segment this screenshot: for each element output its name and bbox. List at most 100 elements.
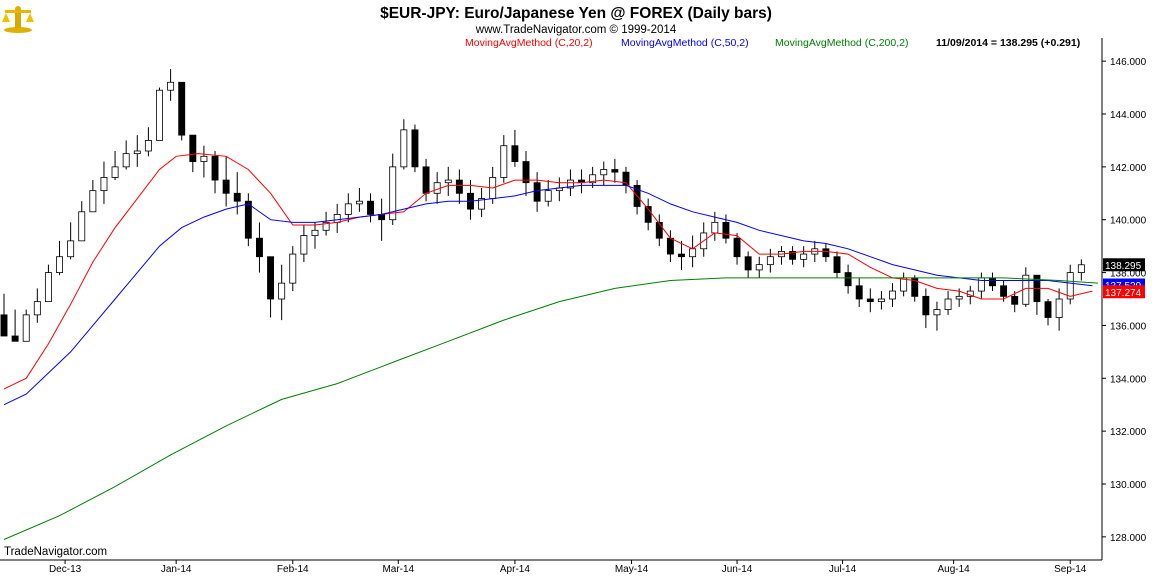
- candle-body: [411, 129, 419, 168]
- candle: [989, 272, 996, 292]
- candle-body: [355, 200, 363, 205]
- candle-body: [167, 81, 175, 91]
- candle-body: [400, 129, 408, 168]
- candle-body: [1011, 295, 1019, 305]
- candle: [244, 193, 252, 247]
- candle: [911, 275, 919, 302]
- ma-line-0: [3, 153, 1093, 390]
- candle: [1033, 274, 1041, 315]
- candle: [789, 246, 797, 265]
- candle-body: [1000, 285, 1008, 297]
- candle-body: [889, 290, 896, 300]
- y-tick-label: 138.000: [1110, 269, 1147, 280]
- candle-body: [933, 309, 941, 316]
- candle: [800, 246, 808, 268]
- candle: [889, 283, 896, 307]
- candle-body: [711, 221, 719, 234]
- candle-body: [44, 272, 52, 303]
- candle: [411, 124, 419, 173]
- candle: [67, 222, 75, 260]
- candle: [178, 81, 186, 141]
- candle-body: [333, 214, 341, 223]
- candle-body: [611, 169, 619, 173]
- candle: [111, 151, 119, 181]
- candle: [367, 193, 374, 223]
- candle: [156, 87, 163, 141]
- candle: [778, 246, 785, 265]
- candle-body: [200, 155, 208, 162]
- candle: [1022, 267, 1030, 307]
- candle: [311, 222, 319, 249]
- candle-body: [311, 229, 319, 236]
- candle: [355, 188, 363, 212]
- trade-navigator-logo-icon: [2, 6, 34, 33]
- candle: [433, 172, 441, 204]
- candle: [866, 288, 874, 313]
- last-close-label: 138.295: [1105, 261, 1142, 272]
- candle-body: [22, 314, 30, 342]
- candle: [844, 264, 852, 294]
- copyright-text: www.TradeNavigator.com © 1999-2014: [475, 24, 677, 36]
- candle-body: [678, 253, 685, 258]
- candle: [389, 153, 397, 225]
- y-tick-label: 132.000: [1110, 427, 1147, 438]
- candle: [578, 169, 585, 194]
- candle: [933, 301, 941, 331]
- candle: [1000, 280, 1008, 302]
- candle: [1011, 291, 1019, 313]
- candle: [255, 222, 263, 273]
- x-tick-label: Jun-14: [722, 564, 753, 575]
- y-tick-label: 134.000: [1110, 374, 1147, 385]
- candle: [267, 256, 275, 318]
- candle: [344, 193, 352, 223]
- candle: [689, 235, 697, 268]
- candle: [100, 161, 108, 204]
- candle: [167, 69, 175, 101]
- candle-body: [1077, 264, 1085, 273]
- candle: [900, 272, 908, 297]
- candle-body: [789, 251, 797, 260]
- candle-body: [722, 221, 730, 239]
- y-tick-label: 142.000: [1110, 163, 1147, 174]
- candle: [33, 288, 41, 323]
- candle-body: [844, 272, 852, 287]
- candle-body: [222, 179, 230, 194]
- candle: [1044, 299, 1052, 326]
- y-tick-label: 140.000: [1110, 216, 1147, 227]
- candle: [1066, 264, 1074, 305]
- candle: [1055, 288, 1063, 331]
- candle: [622, 166, 630, 194]
- candle-body: [122, 153, 130, 168]
- candle-body: [822, 248, 830, 258]
- candle-body: [922, 295, 930, 316]
- candle: [744, 251, 752, 278]
- candle: [522, 151, 530, 196]
- last-bar-readout: 11/09/2014 = 138.295 (+0.291): [936, 37, 1080, 49]
- candle: [11, 309, 19, 342]
- y-tick-label: 136.000: [1110, 321, 1147, 332]
- candle-body: [289, 253, 297, 284]
- candle-body: [100, 177, 108, 192]
- candle-body: [755, 264, 763, 271]
- candle-body: [11, 335, 19, 342]
- x-tick-label: Feb-14: [277, 564, 309, 575]
- candle: [333, 203, 341, 233]
- price-axis: 128.000 130.000 132.000 134.000 136.000 138.0…: [1102, 57, 1147, 544]
- candle-body: [422, 166, 430, 194]
- ma-line-1: [3, 184, 1093, 406]
- candle: [189, 134, 197, 173]
- candle: [233, 172, 241, 215]
- y-tick-label: 144.000: [1110, 110, 1147, 121]
- candle: [89, 180, 97, 213]
- candle: [533, 172, 541, 212]
- candle-body: [544, 190, 552, 202]
- candle: [144, 127, 152, 157]
- y-tick-label: 146.000: [1110, 57, 1147, 68]
- moving-averages: [3, 153, 1099, 540]
- candle-body: [211, 155, 219, 181]
- candle-body: [855, 285, 863, 300]
- candle-body: [278, 282, 286, 300]
- candle: [289, 246, 297, 292]
- candle: [133, 135, 141, 167]
